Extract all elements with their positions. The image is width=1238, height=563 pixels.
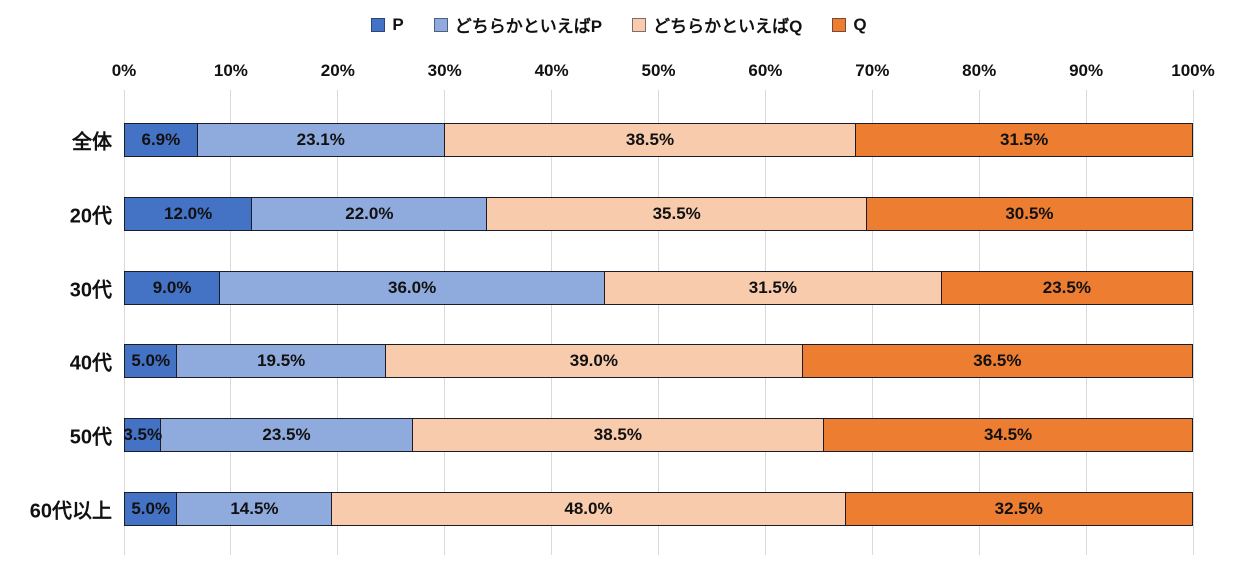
legend-item: どちらかといえばP [433, 12, 603, 37]
value-label: 6.9% [141, 130, 181, 149]
category-label: 40代 [69, 352, 112, 375]
bar-segment: 32.5% [845, 492, 1193, 526]
value-label: 9.0% [152, 277, 192, 297]
value-label: 31.5% [748, 277, 797, 297]
bar-segment: 5.0% [124, 344, 178, 379]
x-axis-tick-label: 40% [534, 61, 569, 80]
x-axis-tick-label: 30% [427, 61, 462, 80]
gridline [123, 90, 125, 555]
gridline [337, 90, 339, 555]
gridline [551, 90, 553, 555]
value-label: 23.5% [262, 425, 311, 445]
bar-row: 60代以上 5.0% 14.5% 48.0% 32.5% [30, 492, 1193, 526]
legend-item: どちらかといえばQ [632, 12, 802, 37]
bar-segment: 38.5% [412, 418, 825, 453]
gridline [1085, 90, 1087, 555]
value-label: 3.5% [123, 425, 163, 445]
bar-segment: 30.5% [866, 196, 1193, 231]
x-axis-tick-label: 0% [111, 61, 137, 80]
category-label: 60代以上 [29, 500, 112, 523]
bar-segment: 39.0% [385, 344, 803, 379]
bar-segment: 14.5% [177, 492, 333, 526]
bar-segment: 31.5% [605, 270, 942, 305]
bar-segment: 3.5% [123, 418, 163, 453]
value-label: 38.5% [593, 425, 642, 445]
x-axis-tick-label: 80% [962, 61, 997, 80]
legend-swatch-icon [433, 17, 448, 32]
bar-segment: 38.5% [444, 123, 857, 157]
bar-segment: 22.0% [252, 196, 488, 231]
bar-segment: 31.5% [856, 123, 1193, 157]
value-label: 12.0% [164, 203, 213, 223]
value-label: 34.5% [983, 425, 1033, 445]
category-label: 20代 [69, 205, 112, 228]
x-axis-tick-label: 60% [748, 61, 783, 80]
bar-row: 50代 3.5% 23.5% 38.5% 34.5% [70, 418, 1193, 453]
value-label: 14.5% [230, 499, 279, 518]
bar-segment: 23.5% [161, 418, 413, 453]
value-label: 32.5% [994, 499, 1043, 518]
bar-segment: 35.5% [487, 196, 867, 231]
x-axis-tick-label: 50% [641, 61, 676, 80]
gridline [764, 90, 766, 555]
bar-row: 20代 12.0% 22.0% 35.5% 30.5% [70, 196, 1193, 231]
value-label: 5.0% [131, 351, 171, 371]
gridline [658, 90, 659, 555]
value-label: 23.1% [296, 130, 345, 149]
plot-area: 全体 6.9% 23.1% 38.5% 31.5% 20代 12.0% 22.0% 35.5% 3… [30, 90, 1194, 555]
bar-segment: 5.0% [124, 492, 178, 526]
chart-legend: P どちらかといえばP どちらかといえばQ Q [0, 12, 1238, 37]
legend-label: Q [853, 14, 867, 34]
legend-item: Q [832, 14, 867, 35]
value-label: 35.5% [652, 203, 701, 223]
x-axis: 0% 10% 20% 30% 40% 50% 60% 70% 80% 90% 100% [112, 61, 1215, 83]
value-label: 39.0% [569, 351, 618, 371]
gridline [444, 90, 446, 555]
bar-segment: 36.5% [802, 344, 1193, 379]
value-label: 36.0% [388, 277, 437, 297]
legend-swatch-icon [832, 17, 847, 32]
x-axis-tick-label: 100% [1171, 61, 1215, 80]
bar-segment: 9.0% [124, 270, 221, 305]
gridline [230, 90, 232, 555]
bar-segment: 23.1% [197, 123, 445, 157]
bar-segment: 19.5% [177, 344, 386, 379]
gridline [871, 90, 873, 555]
legend-label: どちらかといえばQ [653, 17, 803, 36]
bar-segment: 48.0% [332, 492, 846, 526]
value-label: 48.0% [564, 499, 613, 518]
bar-segment: 6.9% [124, 123, 198, 157]
legend-swatch-icon [371, 17, 386, 32]
gridline [978, 90, 980, 555]
bar-segment: 23.5% [941, 270, 1193, 305]
category-label: 50代 [69, 426, 112, 449]
x-axis-tick-label: 20% [320, 61, 355, 80]
legend-label: どちらかといえばP [454, 17, 603, 36]
x-axis-tick-label: 10% [213, 61, 248, 80]
legend-item: P [371, 14, 404, 35]
legend-swatch-icon [632, 17, 647, 32]
bar-segment: 34.5% [824, 418, 1193, 453]
bar-row: 40代 5.0% 19.5% 39.0% 36.5% [70, 344, 1193, 379]
value-label: 38.5% [625, 130, 675, 149]
bar-row: 30代 9.0% 36.0% 31.5% 23.5% [70, 270, 1193, 305]
value-label: 5.0% [131, 499, 171, 518]
bar-segment: 12.0% [124, 196, 253, 231]
value-label: 30.5% [1005, 203, 1054, 223]
x-axis-tick-label: 70% [855, 61, 890, 80]
category-label: 30代 [69, 279, 112, 302]
value-label: 19.5% [257, 351, 306, 371]
gridline [1192, 90, 1194, 555]
category-label: 全体 [72, 131, 112, 154]
value-label: 23.5% [1042, 277, 1091, 297]
legend-label: P [392, 14, 404, 34]
bar-row: 全体 6.9% 23.1% 38.5% 31.5% [72, 123, 1193, 157]
value-label: 36.5% [973, 351, 1022, 371]
value-label: 22.0% [345, 203, 394, 223]
x-axis-tick-label: 90% [1069, 61, 1104, 80]
bar-segment: 36.0% [220, 270, 606, 305]
value-label: 31.5% [1000, 130, 1049, 149]
